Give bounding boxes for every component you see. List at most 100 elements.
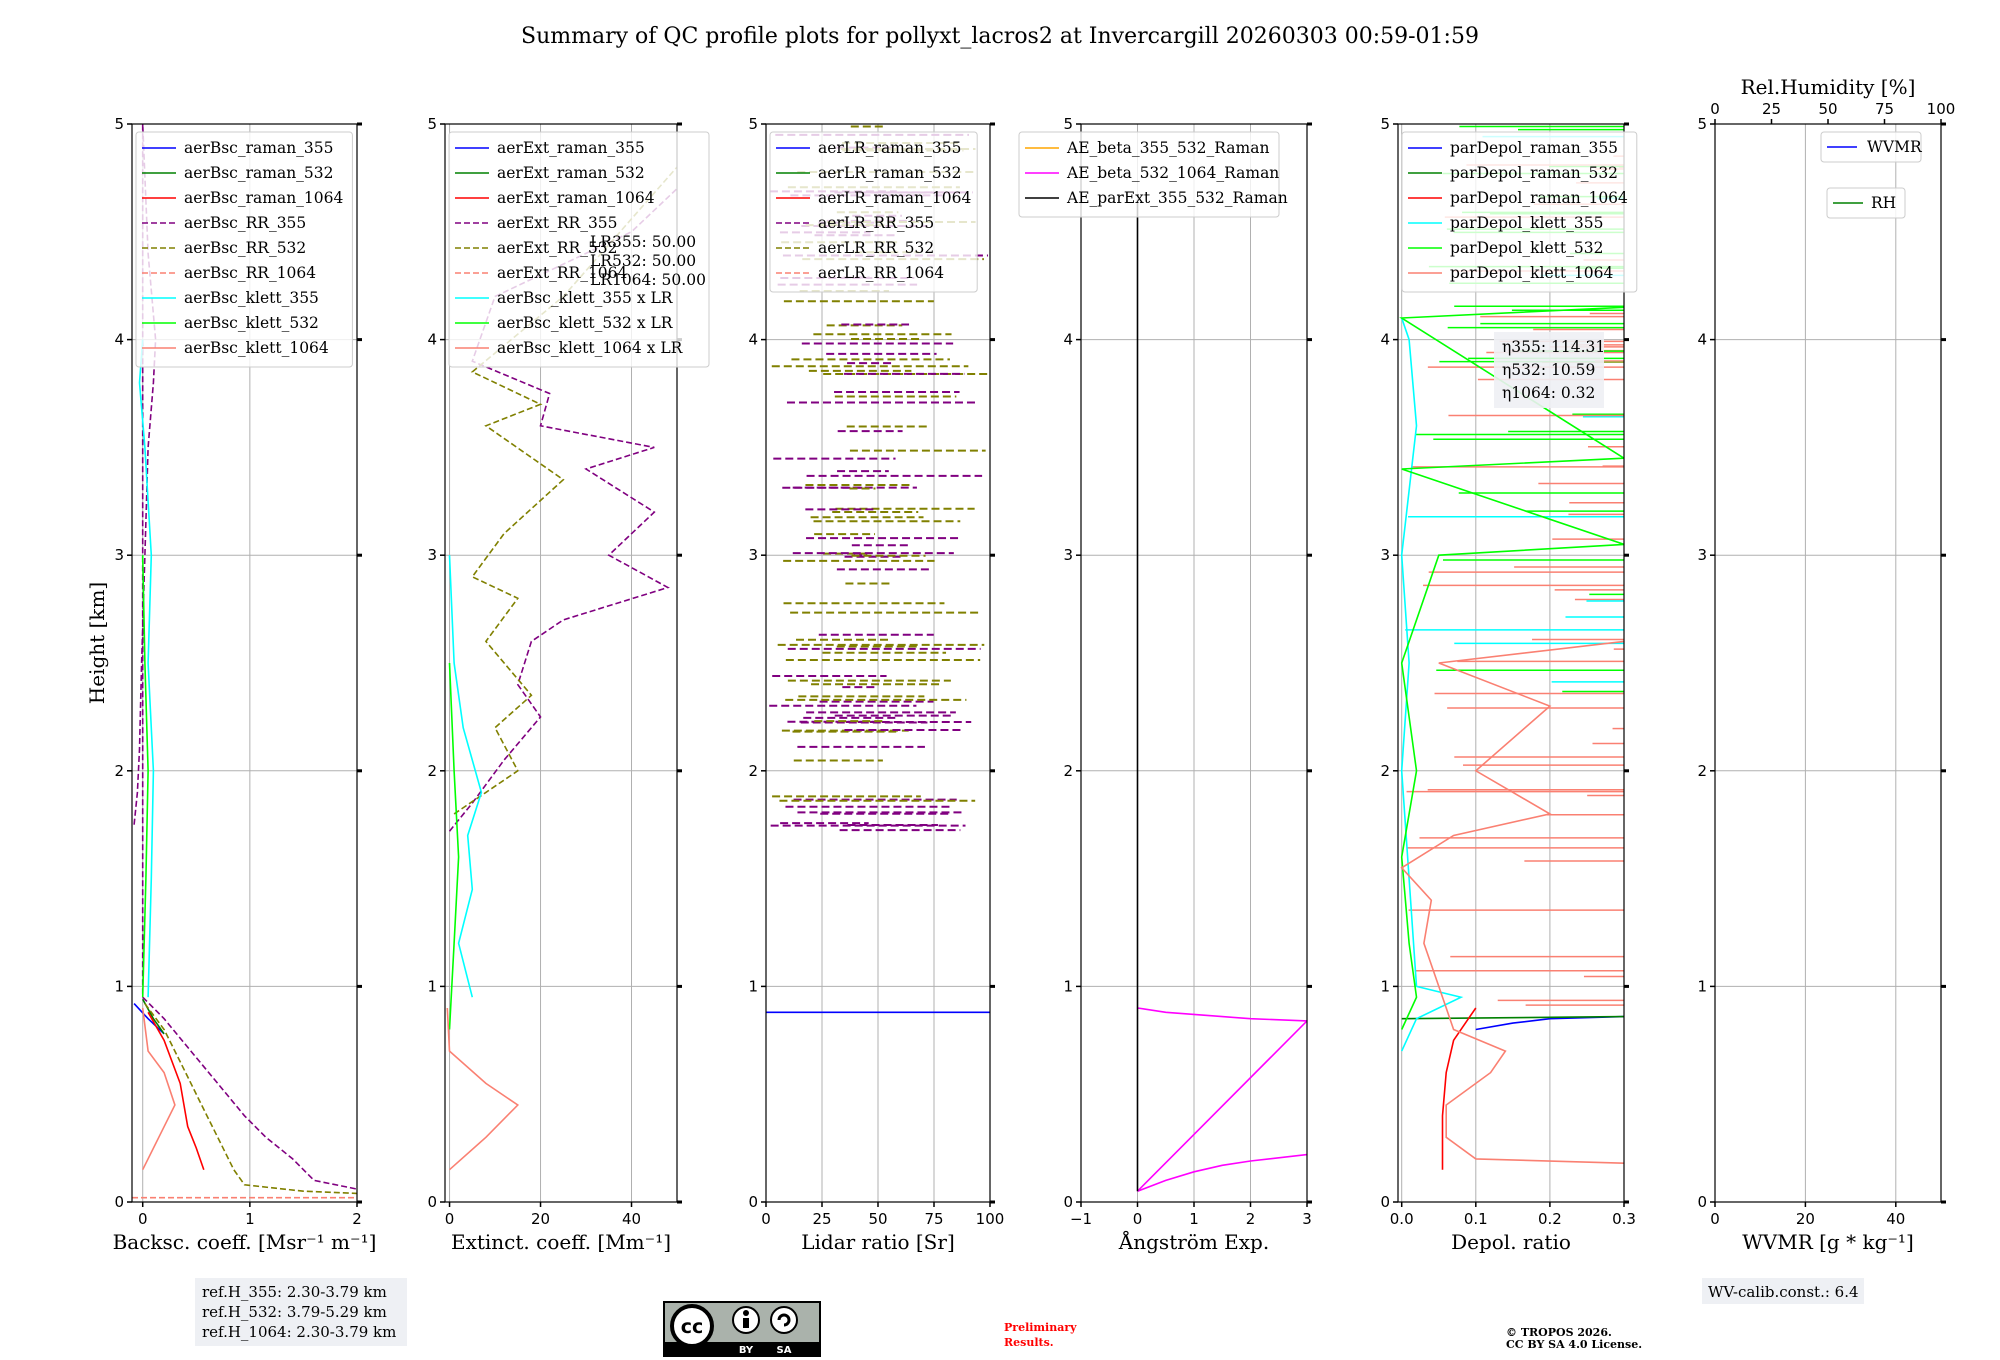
cc-logo-text: cc (681, 1316, 704, 1338)
y-tick-label: 0 (748, 1193, 758, 1211)
legend-label: aerExt_raman_1064 (497, 189, 655, 207)
legend-label: aerBsc_RR_1064 (184, 264, 316, 282)
y-tick-label: 1 (1697, 977, 1707, 995)
x-tick-label: 0 (445, 1210, 455, 1228)
legend-label: aerBsc_raman_355 (184, 139, 334, 157)
x-tick-label: 75 (924, 1210, 943, 1228)
wv-calib-box: WV-calib.const.: 6.4 (1702, 1278, 1864, 1304)
x-tick-label: 0 (761, 1210, 771, 1228)
y-tick-label: 5 (748, 115, 758, 133)
ref-height-1064: ref.H_1064: 2.30-3.79 km (202, 1323, 396, 1341)
x-tick-label: 0.2 (1538, 1210, 1562, 1228)
legend-label: aerLR_raman_355 (818, 139, 961, 157)
y-tick-label: 0 (1380, 1193, 1390, 1211)
legend-label: parDepol_klett_532 (1450, 239, 1603, 257)
legend-label: AE_parExt_355_532_Raman (1066, 189, 1288, 207)
legend-label: aerLR_RR_532 (818, 239, 934, 257)
x-tick-label: 0 (1133, 1210, 1143, 1228)
y-tick-label: 2 (1380, 762, 1390, 780)
x-tick-label: −1 (1070, 1210, 1092, 1228)
y-tick-label: 3 (1063, 546, 1073, 564)
series-aerBsc_klett_1064 (141, 1007, 176, 1171)
series-aerBsc_raman_1064 (147, 1011, 205, 1170)
legend-box (135, 131, 353, 368)
series-aerBsc_klett_532 x LR (448, 662, 460, 1030)
attribution-person-body (743, 1318, 749, 1328)
preliminary-line-1: Preliminary (1004, 1321, 1077, 1334)
legend-label: aerBsc_klett_355 x LR (497, 289, 674, 307)
share-alike-icon (770, 1306, 798, 1334)
series-aerBsc_klett_355 (138, 339, 155, 998)
eta-annotation: η355: 114.31 (1502, 338, 1605, 356)
y-tick-label: 1 (1380, 977, 1390, 995)
y-tick-label: 2 (427, 762, 437, 780)
y-tick-label: 2 (114, 762, 124, 780)
wv-calib-box-bg (1702, 1278, 1864, 1304)
axes-frame (131, 123, 358, 1203)
legend-label: aerLR_RR_355 (818, 214, 934, 232)
legend-label: aerExt_RR_355 (497, 214, 618, 232)
ref-height-box-bg (195, 1278, 407, 1346)
series-parDepol_klett_532 (1399, 306, 1624, 1030)
series-parDepol_raman_532 (1401, 1015, 1624, 1020)
cc-sa-label: SA (777, 1345, 792, 1356)
panel-depol: 0 1 2 3 4 5 0.0 0.1 0.2 0.3 Depol. ratio parDepol_r… (1380, 115, 1638, 1254)
series-aerBsc_klett_1064 x LR (446, 1007, 520, 1171)
y-tick-label: 4 (1380, 331, 1390, 349)
x-tick-label: 2 (352, 1210, 362, 1228)
series-parDepol_klett_1064 (1400, 640, 1624, 1164)
attribution-person-head (743, 1310, 749, 1316)
x-axis-label: Lidar ratio [Sr] (801, 1230, 955, 1254)
x-tick-label: 20 (1796, 1210, 1815, 1228)
legend: aerExt_raman_355 aerExt_raman_532 aerExt_r… (448, 131, 710, 368)
legend-label: parDepol_raman_532 (1450, 164, 1618, 182)
legend: aerLR_raman_355 aerLR_raman_532 aerLR_rama… (769, 131, 978, 293)
y-tick-label: 3 (1697, 546, 1707, 564)
cc-badge-strip (665, 1342, 819, 1355)
y-tick-label: 5 (1697, 115, 1707, 133)
y-tick-label: 2 (748, 762, 758, 780)
legend-box (1018, 131, 1280, 218)
legend-label: aerBsc_klett_355 (184, 289, 319, 307)
top-x-tick-label: 0 (1710, 100, 1720, 118)
series-parDepol_klett_355 (1400, 317, 1464, 1052)
x-tick-label: 0 (138, 1210, 148, 1228)
legend-label: aerBsc_raman_1064 (184, 189, 344, 207)
y-tick-label: 3 (427, 546, 437, 564)
legend-label: aerLR_raman_1064 (818, 189, 971, 207)
share-alike-arrow (777, 1313, 791, 1327)
x-tick-label: 1 (245, 1210, 255, 1228)
legend-label: aerBsc_klett_1064 x LR (497, 339, 684, 357)
series-aerBsc_klett_532 (141, 555, 149, 998)
ref-height-355: ref.H_355: 2.30-3.79 km (202, 1283, 387, 1301)
lr-annotation: LR532: 50.00 (590, 252, 696, 270)
y-tick-label: 5 (1063, 115, 1073, 133)
cc-logo-icon (670, 1304, 714, 1348)
x-tick-label: 100 (976, 1210, 1005, 1228)
y-tick-label: 1 (748, 977, 758, 995)
legend-label: parDepol_raman_1064 (1450, 189, 1628, 207)
top-x-tick-label: 50 (1818, 100, 1837, 118)
y-tick-label: 0 (114, 1193, 124, 1211)
series-aerBsc_klett_355 x LR (448, 555, 483, 998)
series-parDepol_raman_1064 (1441, 1007, 1477, 1170)
panel-ext: 0 1 2 3 4 5 0 20 40 Extinct. coeff. [Mm⁻¹] aerExt_… (427, 115, 710, 1254)
legend-label: aerBsc_klett_532 x LR (497, 314, 674, 332)
x-tick-label: 0.3 (1612, 1210, 1636, 1228)
x-axis-label: Backsc. coeff. [Msr⁻¹ m⁻¹] (113, 1230, 377, 1254)
y-tick-label: 1 (427, 977, 437, 995)
top-x-tick-label: 25 (1762, 100, 1781, 118)
x-axis-label: Extinct. coeff. [Mm⁻¹] (451, 1230, 671, 1254)
series-aerExt_RR_532 (453, 166, 677, 815)
x-tick-label: 0 (1710, 1210, 1720, 1228)
legend-box (1401, 131, 1638, 293)
y-tick-label: 5 (427, 115, 437, 133)
legend-label: aerExt_raman_355 (497, 139, 645, 157)
plot-area (132, 124, 357, 1199)
legend-label: WVMR (1867, 138, 1923, 156)
x-axis-label: WVMR [g * kg⁻¹] (1742, 1230, 1914, 1254)
